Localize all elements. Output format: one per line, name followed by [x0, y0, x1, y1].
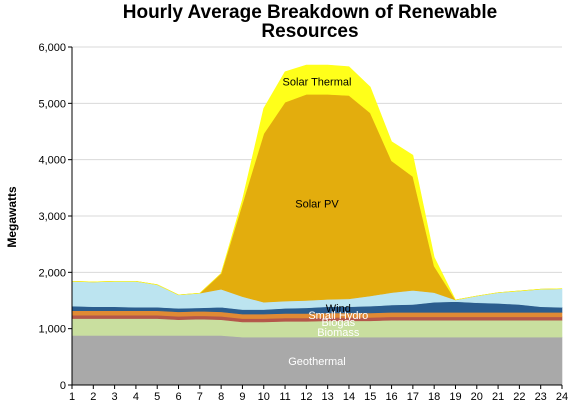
x-tick-label-7: 8: [218, 391, 224, 403]
y-tick-label-3: 3,000: [38, 211, 66, 223]
x-tick-label-5: 6: [175, 391, 181, 403]
x-tick-label-4: 5: [154, 391, 160, 403]
x-tick-label-11: 12: [300, 391, 312, 403]
x-tick-label-6: 7: [197, 391, 203, 403]
x-tick-label-15: 16: [385, 391, 397, 403]
y-tick-label-1: 1,000: [38, 324, 66, 336]
y-tick-label-5: 5,000: [38, 98, 66, 110]
y-tick-label-4: 4,000: [38, 155, 66, 167]
y-tick-label-6: 6,000: [38, 42, 66, 54]
series-label-wind: Wind: [326, 303, 351, 315]
chart-title-line-2: Resources: [261, 21, 358, 42]
x-tick-label-17: 18: [428, 391, 440, 403]
x-tick-label-18: 19: [449, 391, 461, 403]
x-tick-label-22: 23: [535, 391, 547, 403]
y-axis-label: Megawatts: [5, 186, 19, 248]
x-tick-label-16: 17: [407, 391, 419, 403]
x-tick-label-21: 22: [513, 391, 525, 403]
chart-title-line-1: Hourly Average Breakdown of Renewable: [123, 2, 497, 23]
x-tick-label-8: 9: [239, 391, 245, 403]
series-label-solar-pv: Solar PV: [295, 198, 339, 210]
y-tick-label-2: 2,000: [38, 267, 66, 279]
x-tick-label-0: 1: [69, 391, 75, 403]
x-tick-label-19: 20: [471, 391, 483, 403]
x-tick-label-1: 2: [90, 391, 96, 403]
x-tick-label-9: 10: [258, 391, 270, 403]
series-label-biogas: Biogas: [321, 317, 355, 329]
series-label-geothermal: Geothermal: [288, 356, 345, 368]
area-solar-thermal: [71, 64, 563, 301]
x-tick-label-14: 15: [364, 391, 376, 403]
series-label-biomass: Biomass: [317, 327, 360, 339]
series-label-small-hydro: Small Hydro: [308, 310, 368, 322]
x-tick-label-20: 21: [492, 391, 504, 403]
y-tick-label-0: 0: [60, 380, 66, 392]
area-layer: [71, 64, 563, 386]
x-tick-label-10: 11: [279, 391, 290, 403]
x-tick-label-2: 3: [112, 391, 118, 403]
x-tick-label-12: 13: [322, 391, 334, 403]
series-label-solar-thermal: Solar Thermal: [283, 77, 352, 89]
x-tick-label-23: 24: [556, 391, 568, 403]
x-tick-label-13: 14: [343, 391, 355, 403]
x-tick-label-3: 4: [133, 391, 139, 403]
